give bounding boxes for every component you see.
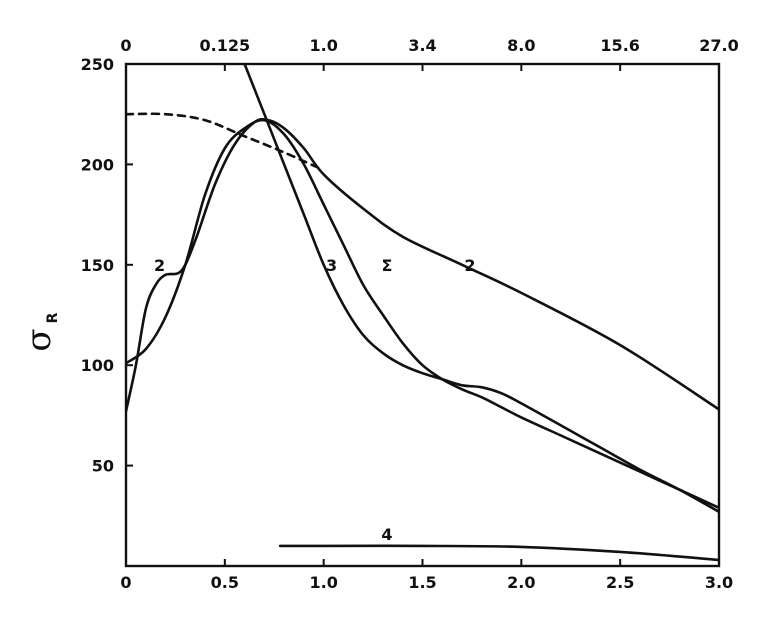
y-axis-label-subscript: R xyxy=(45,312,61,323)
curve-label: 3 xyxy=(326,256,337,275)
curve-label: Σ xyxy=(381,256,392,275)
curve-label: 2 xyxy=(464,256,475,275)
top-tick-label: 15.6 xyxy=(600,36,639,55)
y-axis-label: σ xyxy=(19,328,59,351)
x-tick-label: 1.5 xyxy=(408,573,436,592)
series-line-sigma-0 xyxy=(126,118,719,510)
series-line-4-3 xyxy=(278,544,719,562)
top-tick-label: 27.0 xyxy=(699,36,738,55)
series-line-3-2 xyxy=(243,64,719,514)
y-tick-label: 200 xyxy=(81,155,114,174)
y-tick-label: 250 xyxy=(81,55,114,74)
labels: 0 0.5 1.0 1.5 2.0 2.5 3.0 0 0.125 1.0 3.4 8.0 15.6 27… xyxy=(81,36,739,592)
x-tick-label: 2.0 xyxy=(507,573,535,592)
x-tick-label: 0 xyxy=(120,573,131,592)
curves xyxy=(126,64,719,562)
top-tick-label: 0 xyxy=(120,36,131,55)
top-tick-label: 1.0 xyxy=(309,36,337,55)
series-line-dashed-4 xyxy=(126,112,321,170)
x-tick-label: 1.0 xyxy=(309,573,337,592)
x-tick-label: 3.0 xyxy=(705,573,733,592)
x-tick-label: 0.5 xyxy=(211,573,239,592)
series-line-2-1 xyxy=(126,118,719,413)
curve-label: 2 xyxy=(154,256,165,275)
curve-label: 4 xyxy=(381,525,392,544)
y-tick-label: 50 xyxy=(92,457,114,476)
y-tick-label: 150 xyxy=(81,256,114,275)
plot-area xyxy=(124,62,721,568)
top-tick-label: 3.4 xyxy=(408,36,436,55)
tick-marks xyxy=(125,63,720,566)
plot-frame xyxy=(124,62,721,568)
top-tick-label: 0.125 xyxy=(200,36,251,55)
x-tick-label: 2.5 xyxy=(606,573,634,592)
y-tick-label: 100 xyxy=(81,356,114,375)
top-tick-label: 8.0 xyxy=(507,36,535,55)
